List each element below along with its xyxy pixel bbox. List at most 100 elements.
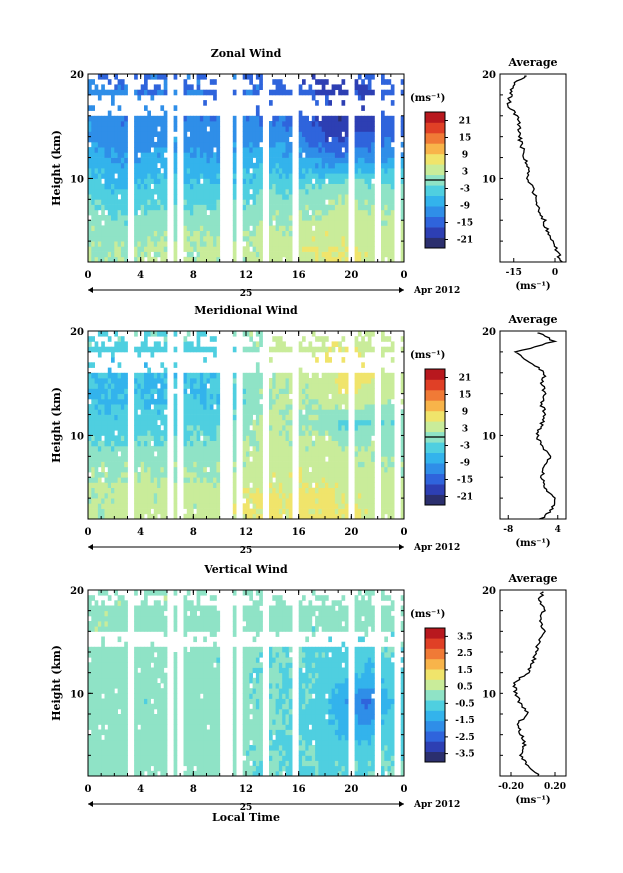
heatmap-cell <box>272 178 276 184</box>
heatmap-cell <box>193 445 197 452</box>
heatmap-cell <box>97 409 102 415</box>
heatmap-cell <box>272 157 276 164</box>
heatmap-cell <box>150 419 155 426</box>
heatmap-cell <box>160 466 165 473</box>
heatmap-cell <box>285 398 290 405</box>
heatmap-cell <box>357 131 362 137</box>
heatmap-cell <box>232 466 237 473</box>
heatmap-cell <box>285 409 290 415</box>
heatmap-cell <box>381 409 385 415</box>
heatmap-cell <box>328 461 332 468</box>
heatmap-cell <box>318 89 323 96</box>
heatmap-cell <box>160 194 165 200</box>
heatmap-cell <box>288 188 293 195</box>
heatmap-cell <box>315 157 319 164</box>
heatmap-cell <box>88 152 92 158</box>
heatmap-cell <box>302 466 306 473</box>
heatmap-cell <box>88 194 92 200</box>
heatmap-cell <box>137 346 142 353</box>
heatmap-cell <box>199 419 204 426</box>
heatmap-cell <box>107 409 112 415</box>
heatmap-cell <box>94 657 99 663</box>
heatmap-cell <box>354 178 359 184</box>
heatmap-cell <box>357 346 362 353</box>
heatmap-cell <box>334 372 339 379</box>
heatmap-cell <box>275 220 280 226</box>
heatmap-cell <box>209 131 214 137</box>
heatmap-cell <box>325 94 329 101</box>
heatmap-cell <box>111 750 115 756</box>
heatmap-cell <box>140 89 145 96</box>
heatmap-cell <box>88 126 92 132</box>
heatmap-cell <box>311 131 316 137</box>
heatmap-cell <box>298 241 303 247</box>
heatmap-cell <box>157 466 161 473</box>
heatmap-cell <box>216 173 221 179</box>
heatmap-cell <box>321 404 326 410</box>
heatmap-cell <box>153 157 158 164</box>
heatmap-cell <box>111 672 115 679</box>
heatmap-cell <box>255 477 260 483</box>
heatmap-cell <box>199 498 204 504</box>
heatmap-cell <box>88 626 92 632</box>
heatmap-cell <box>232 435 237 441</box>
heatmap-cell <box>328 256 332 263</box>
heatmap-cell <box>318 477 323 483</box>
heatmap-cell <box>338 152 342 158</box>
heatmap-cell <box>120 508 125 515</box>
heatmap-cell <box>160 414 165 421</box>
heatmap-cell <box>157 477 161 483</box>
heatmap-cell <box>381 513 385 520</box>
heatmap-cell <box>338 183 342 190</box>
heatmap-cell <box>88 646 92 653</box>
heatmap-cell <box>190 425 194 431</box>
heatmap-cell <box>269 456 273 462</box>
heatmap-cell <box>213 94 217 101</box>
heatmap-cell <box>114 89 118 96</box>
heatmap-cell <box>91 409 95 415</box>
heatmap-cell <box>259 178 263 184</box>
heatmap-cell <box>311 440 316 447</box>
heatmap-cell <box>308 215 313 221</box>
heatmap-cell <box>278 235 283 242</box>
heatmap-cell <box>328 235 332 242</box>
heatmap-cell <box>94 178 99 184</box>
heatmap-cell <box>144 445 148 452</box>
heatmap-cell <box>371 115 375 122</box>
heatmap-cell <box>160 230 165 237</box>
heatmap-cell <box>371 378 375 384</box>
heatmap-cell <box>134 199 138 205</box>
heatmap-cell <box>249 336 253 342</box>
heatmap-cell <box>400 152 405 158</box>
average-x-label: (ms⁻¹) <box>515 538 550 549</box>
heatmap-cell <box>331 215 336 221</box>
heatmap-cell <box>361 188 365 195</box>
heatmap-cell <box>88 336 92 342</box>
heatmap-cell <box>255 168 260 174</box>
heatmap-cell <box>216 215 221 221</box>
heatmap-cell <box>338 168 342 174</box>
heatmap-cell <box>209 336 214 342</box>
heatmap-cell <box>364 430 369 436</box>
heatmap-cell <box>124 152 128 158</box>
colorbar-swatch <box>425 379 445 391</box>
heatmap-cell <box>88 693 92 699</box>
heatmap-cell <box>160 173 165 179</box>
x-tick-label: 0 <box>85 527 92 538</box>
heatmap-cell <box>183 89 188 96</box>
heatmap-cell <box>400 115 405 122</box>
heatmap-cell <box>94 409 99 415</box>
heatmap-cell <box>232 256 237 263</box>
heatmap-cell <box>88 760 92 767</box>
heatmap-cell <box>104 430 109 436</box>
heatmap-cell <box>183 136 188 143</box>
heatmap-cell <box>361 178 365 184</box>
heatmap-cell <box>331 388 336 394</box>
heatmap-cell <box>94 346 99 353</box>
heatmap-cell <box>91 734 95 741</box>
heatmap-cell <box>203 235 207 242</box>
heatmap-cell <box>173 409 178 415</box>
heatmap-cell <box>107 121 112 127</box>
heatmap-cell <box>150 157 155 164</box>
heatmap-cell <box>206 194 211 200</box>
